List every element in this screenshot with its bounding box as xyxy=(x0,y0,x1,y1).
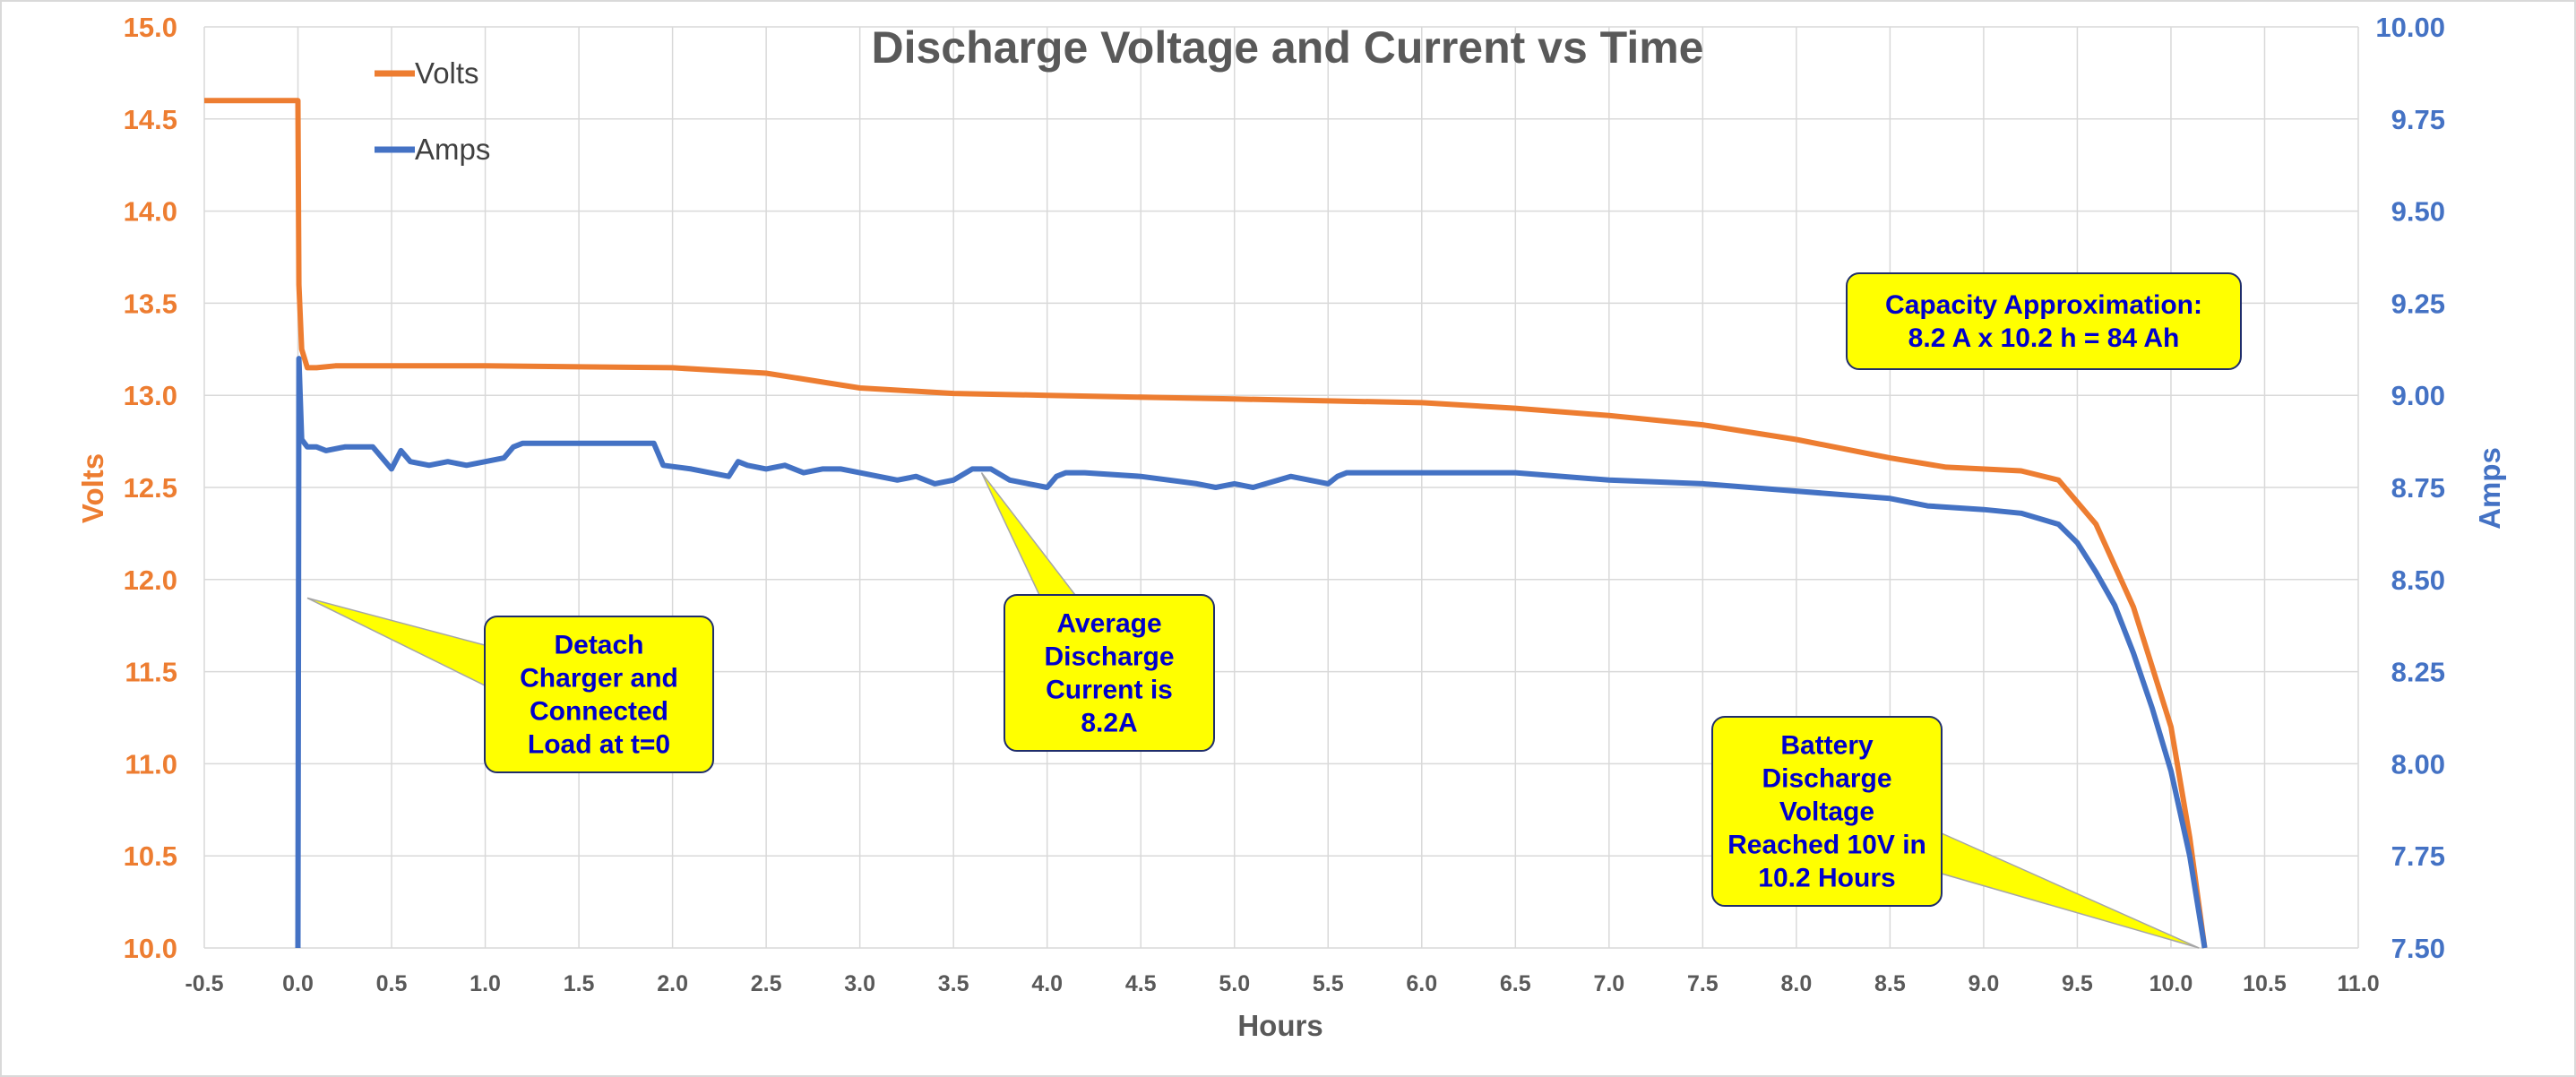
x-tick-label: 6.5 xyxy=(1500,971,1531,996)
x-tick-label: 3.0 xyxy=(844,971,875,996)
right-y-tick-label: 9.25 xyxy=(2391,288,2445,319)
right-y-tick-label: 8.00 xyxy=(2391,748,2445,780)
right-y-tick-label: 9.00 xyxy=(2391,380,2445,411)
x-tick-label: 5.5 xyxy=(1313,971,1344,996)
left-y-tick-label: 13.5 xyxy=(124,288,177,319)
x-tick-label: 10.5 xyxy=(2243,971,2287,996)
right-y-axis-ticks: 10.00 9.75 9.50 9.25 9.00 8.75 8.50 8.25 8.00 7.7… xyxy=(2375,12,2445,964)
x-axis-ticks: -0.5 0.0 0.5 1.0 1.5 2.0 2.5 3.0 3.5 4.0 4.5 5.0 5.5… xyxy=(185,971,2379,996)
x-tick-label: 1.5 xyxy=(564,971,595,996)
chart-title: Discharge Voltage and Current vs Time xyxy=(872,22,1704,73)
series-line-volts xyxy=(204,98,2208,949)
x-tick-label: 10.0 xyxy=(2150,971,2193,996)
left-y-tick-label: 14.5 xyxy=(124,104,177,135)
left-y-tick-label: 12.0 xyxy=(124,564,177,596)
x-tick-label: 3.5 xyxy=(938,971,969,996)
left-y-tick-label: 13.0 xyxy=(124,380,177,411)
callout-text-line: Connected xyxy=(530,697,668,727)
callout-text-line: 10.2 Hours xyxy=(1758,864,1895,893)
left-y-tick-label: 14.0 xyxy=(124,196,177,228)
right-y-tick-label: 9.75 xyxy=(2391,104,2445,135)
x-tick-label: 0.5 xyxy=(376,971,408,996)
callout-text-line: Battery xyxy=(1780,731,1874,761)
x-tick-label: 4.0 xyxy=(1031,971,1063,996)
left-y-tick-label: 15.0 xyxy=(124,12,177,43)
callout-text-line: Charger and xyxy=(520,664,678,694)
x-tick-label: 5.0 xyxy=(1219,971,1250,996)
callout-text-line: Discharge xyxy=(1762,764,1891,794)
legend-label-volts: Volts xyxy=(415,56,479,90)
x-tick-label: -0.5 xyxy=(185,971,223,996)
callout-box xyxy=(484,616,714,773)
callout-text-line: 8.2A xyxy=(1081,709,1137,738)
left-y-axis-label: Volts xyxy=(76,453,109,523)
right-y-tick-label: 7.75 xyxy=(2391,840,2445,872)
left-y-tick-label: 10.5 xyxy=(124,840,177,872)
x-tick-label: 9.5 xyxy=(2062,971,2093,996)
right-y-tick-label: 8.50 xyxy=(2391,564,2445,596)
callout-box xyxy=(1711,716,1943,907)
right-y-tick-label: 8.75 xyxy=(2391,472,2445,504)
left-y-tick-label: 12.5 xyxy=(124,472,177,504)
x-tick-label: 2.0 xyxy=(657,971,688,996)
callout-text-line: Reached 10V in xyxy=(1727,831,1926,860)
right-y-tick-label: 8.25 xyxy=(2391,657,2445,688)
x-tick-label: 7.0 xyxy=(1593,971,1624,996)
callout-text-line: Detach xyxy=(554,631,643,660)
right-y-tick-label: 10.00 xyxy=(2375,12,2445,43)
series-line-amps xyxy=(295,356,2208,949)
x-tick-label: 0.0 xyxy=(282,971,314,996)
gridlines xyxy=(203,26,2359,949)
x-tick-label: 11.0 xyxy=(2337,971,2379,996)
callout-text-line: Average xyxy=(1056,609,1161,639)
x-axis-label: Hours xyxy=(1237,1009,1322,1042)
callout-text-line: 8.2 A x 10.2 h = 84 Ah xyxy=(1908,323,2180,353)
right-y-tick-label: 7.50 xyxy=(2391,933,2445,964)
callout-box xyxy=(1004,594,1215,752)
x-tick-label: 6.0 xyxy=(1406,971,1437,996)
x-tick-label: 8.5 xyxy=(1874,971,1906,996)
x-tick-label: 1.0 xyxy=(470,971,501,996)
series-layer xyxy=(204,98,2208,949)
callout-text-line: Discharge xyxy=(1044,642,1174,672)
x-tick-label: 7.5 xyxy=(1687,971,1719,996)
x-tick-label: 4.5 xyxy=(1125,971,1157,996)
callout-text-line: Current is xyxy=(1046,676,1173,705)
legend: Volts Amps xyxy=(375,56,490,166)
x-tick-label: 9.0 xyxy=(1969,971,2000,996)
left-y-axis-ticks: 15.0 14.5 14.0 13.5 13.0 12.5 12.0 11.5 11.0 10.5… xyxy=(124,12,177,964)
x-tick-label: 8.0 xyxy=(1780,971,1812,996)
legend-label-amps: Amps xyxy=(415,133,490,166)
callout-text-line: Capacity Approximation: xyxy=(1885,290,2202,320)
left-y-tick-label: 10.0 xyxy=(124,933,177,964)
x-tick-label: 2.5 xyxy=(751,971,782,996)
callout-text-line: Voltage xyxy=(1779,797,1874,827)
right-y-axis-label: Amps xyxy=(2473,447,2506,530)
callout-capacity: Capacity Approximation:8.2 A x 10.2 h = … xyxy=(1846,272,2242,370)
right-y-tick-label: 9.50 xyxy=(2391,196,2445,228)
left-y-tick-label: 11.5 xyxy=(125,657,177,688)
left-y-tick-label: 11.0 xyxy=(125,748,177,780)
callout-text-line: Load at t=0 xyxy=(528,730,670,760)
callout-box xyxy=(1846,272,2242,370)
